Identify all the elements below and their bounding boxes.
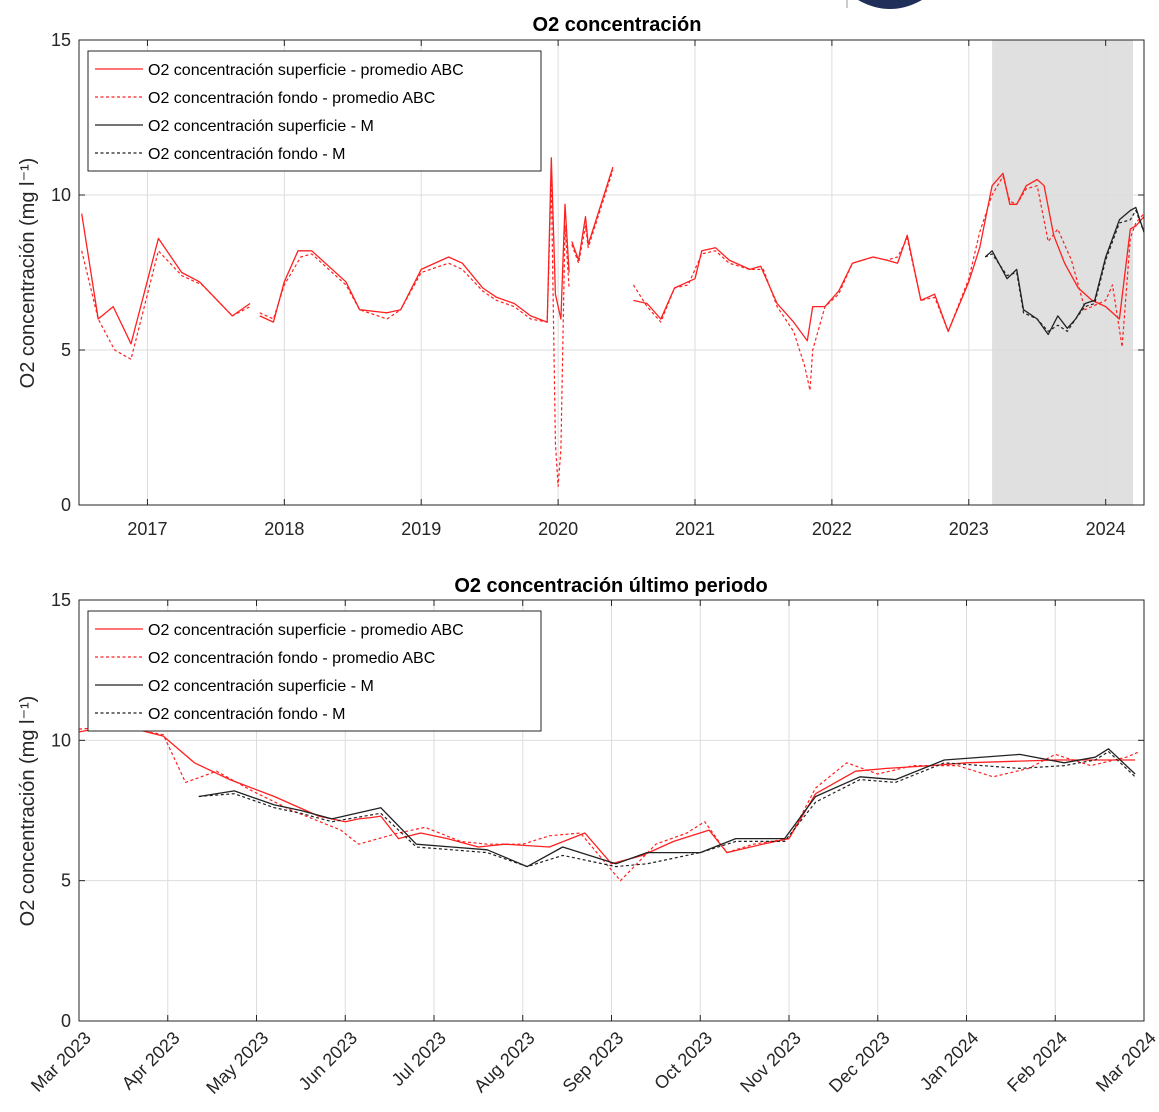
series-1	[78, 724, 1136, 865]
series-line	[81, 250, 251, 360]
series-line	[259, 157, 570, 323]
x-tick-label: 2017	[127, 519, 167, 539]
y-tick-label: 0	[61, 495, 71, 515]
x-tick-label: 2023	[949, 519, 989, 539]
plot-frame	[78, 39, 1145, 506]
series-line	[81, 213, 251, 345]
chart-title: O2 concentración	[533, 14, 702, 36]
legend-label: O2 concentración fondo - M	[148, 706, 345, 723]
y-tick-label: 5	[61, 340, 71, 360]
series-line	[198, 750, 1136, 868]
series-line	[633, 172, 1145, 342]
x-tick-label: Sep 2023	[559, 1028, 628, 1097]
y-tick-label: 5	[61, 871, 71, 891]
x-tick-label: Mar 2024	[1092, 1028, 1159, 1096]
y-tick-label: 15	[51, 30, 71, 50]
series-3	[984, 206, 1145, 336]
institution-logo	[846, 0, 922, 9]
x-tick-label: 2018	[264, 519, 304, 539]
chart-o2-last-period: O2 concentración último periodo O2 conce…	[17, 575, 1159, 1098]
series-line	[259, 178, 570, 487]
legend: O2 concentración superficie - promedio A…	[87, 610, 542, 732]
x-tick-label: 2019	[401, 519, 441, 539]
y-tick-label: 10	[51, 730, 71, 750]
series-line	[571, 166, 614, 261]
series-line	[78, 725, 1140, 882]
x-tick-label: Dec 2023	[825, 1028, 894, 1097]
legend-label: O2 concentración superficie - promedio A…	[148, 622, 464, 639]
legend-label: O2 concentración fondo - M	[148, 146, 345, 163]
x-tick-label: 2022	[812, 519, 852, 539]
series-line	[632, 175, 1145, 391]
x-tick-label: Aug 2023	[470, 1028, 539, 1097]
series-2	[78, 725, 1140, 882]
y-tick-label: 10	[51, 185, 71, 205]
y-tick-label: 15	[51, 590, 71, 610]
legend-box	[87, 610, 542, 732]
chart-title: O2 concentración último periodo	[454, 575, 767, 597]
chart-o2-full-period: O2 concentración O2 concentración (mg l⁻…	[17, 14, 1145, 539]
x-tick-label: Apr 2023	[118, 1028, 184, 1094]
series-line	[984, 209, 1145, 332]
x-tick-label: Jan 2024	[916, 1028, 983, 1095]
legend: O2 concentración superficie - promedio A…	[87, 50, 542, 172]
series-1	[81, 157, 1145, 345]
series-line	[198, 748, 1136, 868]
legend-box	[87, 50, 542, 172]
x-tick-label: Oct 2023	[650, 1028, 716, 1094]
x-tick-label: Mar 2023	[27, 1028, 95, 1096]
series-3	[198, 748, 1136, 868]
x-tick-label: 2024	[1086, 519, 1126, 539]
legend-label: O2 concentración superficie - promedio A…	[148, 62, 464, 79]
y-axis-label: O2 concentración (mg l⁻¹)	[17, 696, 39, 927]
x-tick-label: Feb 2024	[1003, 1028, 1071, 1096]
y-axis-label: O2 concentración (mg l⁻¹)	[17, 158, 39, 389]
x-tick-label: 2021	[675, 519, 715, 539]
x-tick-label: May 2023	[202, 1028, 272, 1098]
series-4	[984, 209, 1145, 332]
series-line	[571, 170, 614, 264]
series-4	[198, 750, 1136, 868]
legend-label: O2 concentración fondo - promedio ABC	[148, 90, 435, 107]
shaded-region	[992, 40, 1134, 505]
legend-label: O2 concentración superficie - M	[148, 118, 374, 135]
x-tick-label: Jun 2023	[295, 1028, 362, 1095]
legend-label: O2 concentración fondo - promedio ABC	[148, 650, 435, 667]
y-tick-label: 0	[61, 1011, 71, 1031]
series-line	[78, 724, 1136, 865]
x-tick-label: Jul 2023	[388, 1028, 450, 1090]
legend-label: O2 concentración superficie - M	[148, 678, 374, 695]
x-tick-label: Nov 2023	[736, 1028, 805, 1097]
series-line	[984, 206, 1145, 336]
series-2	[81, 170, 1145, 487]
x-tick-label: 2020	[538, 519, 578, 539]
